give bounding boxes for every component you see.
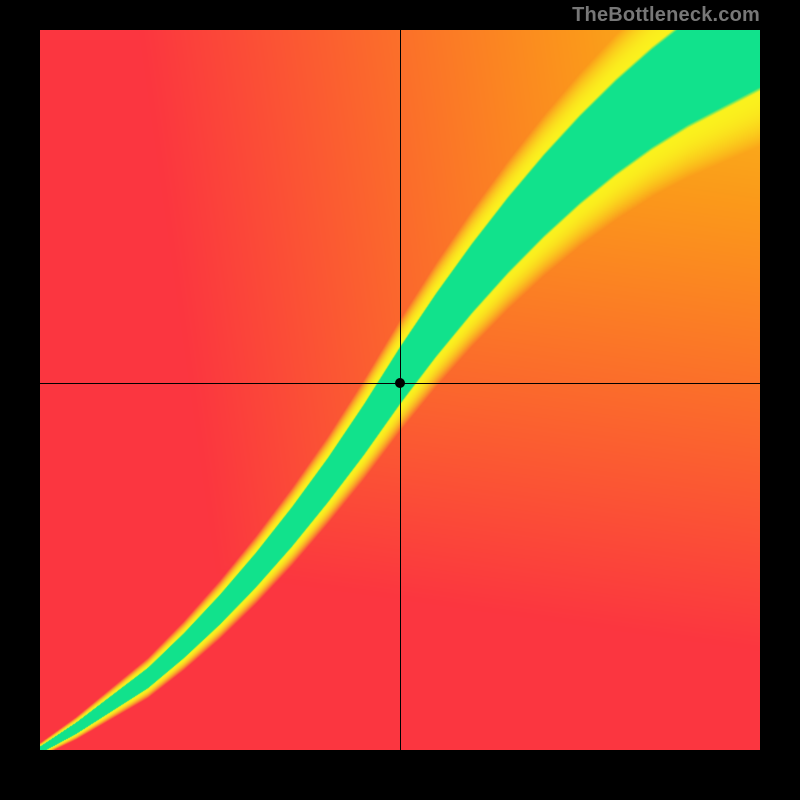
heatmap-plot bbox=[40, 30, 760, 750]
crosshair-vertical bbox=[400, 30, 401, 750]
crosshair-marker bbox=[395, 378, 405, 388]
frame: TheBottleneck.com bbox=[0, 0, 800, 800]
watermark-text: TheBottleneck.com bbox=[572, 4, 760, 27]
